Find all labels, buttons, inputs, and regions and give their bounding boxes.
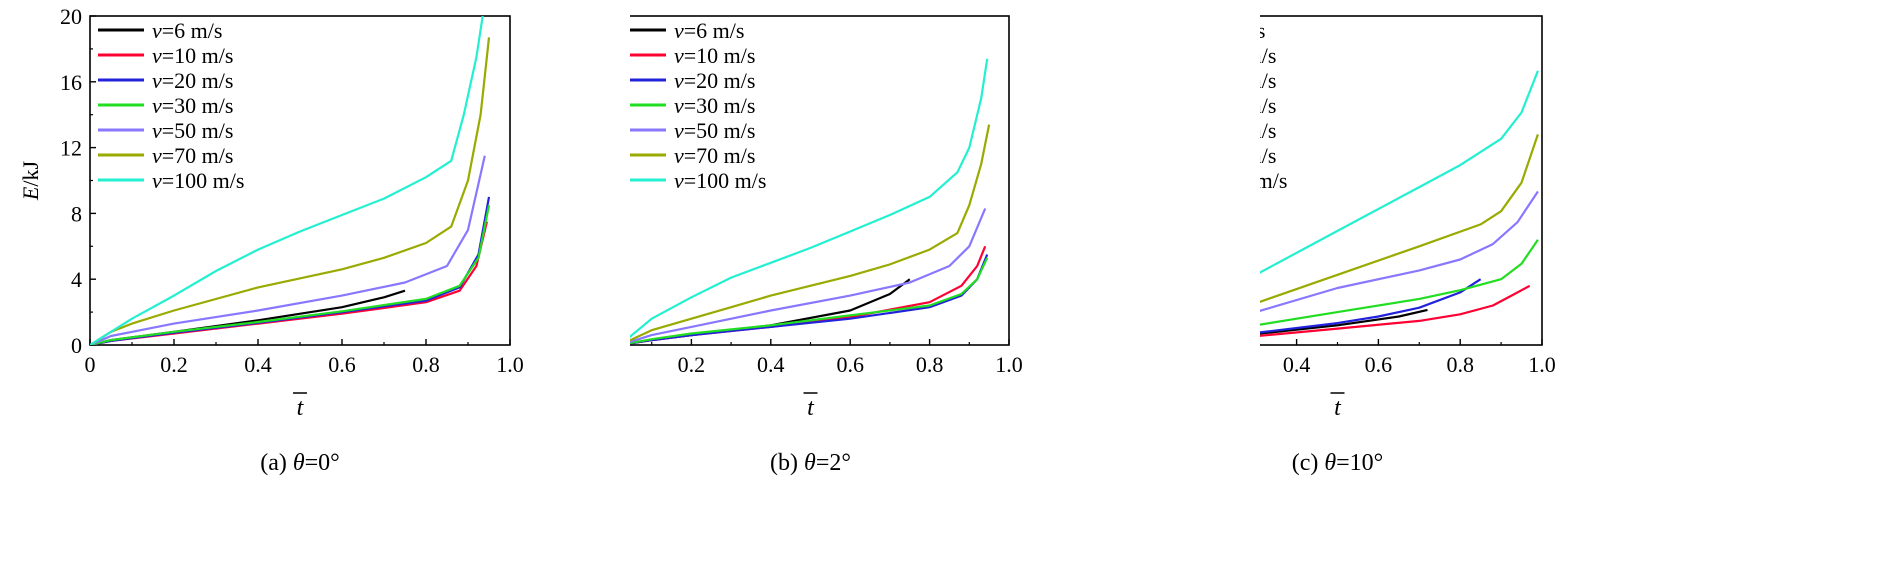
series-line-v50 <box>619 208 987 345</box>
series-group <box>619 58 991 345</box>
series-line-v70 <box>619 124 991 345</box>
legend-label-v50: v=50 m/s <box>152 118 233 143</box>
panel-caption: (a) θ=0° <box>260 450 340 476</box>
legend-label-v10: v=10 m/s <box>1260 43 1276 68</box>
legend-label-v100: v=100 m/s <box>1260 168 1287 193</box>
x-tick-label: 0.6 <box>836 352 864 377</box>
x-tick-label: 0.6 <box>1365 352 1393 377</box>
y-tick-label: 0 <box>71 333 82 358</box>
legend-label-v30: v=30 m/s <box>1260 93 1276 118</box>
legend-label-v10: v=10 m/s <box>674 43 755 68</box>
chart-energy-theta-0: 0 0.2 0.4 0.6 0.8 1.0 0 4 8 12 16 20 E/kJ t (a) θ=0° v=… <box>18 4 524 476</box>
x-axis-label: t <box>297 395 305 421</box>
series-line-v20 <box>1157 278 1482 345</box>
legend-label-v70: v=70 m/s <box>674 143 755 168</box>
series-line-v50 <box>90 155 486 345</box>
x-tick-label: 0.2 <box>160 352 188 377</box>
x-tick-label: 0.8 <box>1446 352 1474 377</box>
series-line-v100 <box>90 16 484 345</box>
legend-label-v6: v=6 m/s <box>674 18 744 43</box>
legend-label-v6: v=6 m/s <box>1260 18 1265 43</box>
x-tick-label: 1.0 <box>995 352 1023 377</box>
series-line-v10 <box>90 221 488 345</box>
legend-label-v100: v=100 m/s <box>152 168 244 193</box>
y-tick-label: 16 <box>60 70 82 95</box>
legend-label-v50: v=50 m/s <box>674 118 755 143</box>
legend-label-v10: v=10 m/s <box>152 43 233 68</box>
y-axis-label: E/kJ <box>18 161 43 202</box>
legend-label-v50: v=50 m/s <box>1260 118 1276 143</box>
x-tick-label: 0.8 <box>412 352 440 377</box>
series-line-v10 <box>619 245 987 345</box>
x-tick-label: 0 <box>85 352 96 377</box>
panel-a: 0 0.2 0.4 0.6 0.8 1.0 0 4 8 12 16 20 E/kJ t (a) θ=0° v=… <box>0 0 630 560</box>
y-tick-label: 12 <box>60 136 82 161</box>
legend-label-v20: v=20 m/s <box>152 68 233 93</box>
x-tick-label: 0.4 <box>1283 352 1311 377</box>
x-tick-label: 0.4 <box>244 352 272 377</box>
panel-caption: (c) θ=10° <box>1292 450 1384 476</box>
y-tick-label: 8 <box>71 201 82 226</box>
legend-label-v30: v=30 m/s <box>152 93 233 118</box>
chart-energy-theta-10: 00.20.40.60.81.003691215E/kJt(c) θ=10°v=… <box>1061 4 1556 476</box>
legend-label-v100: v=100 m/s <box>674 168 766 193</box>
x-tick-label: 0.6 <box>328 352 356 377</box>
legend-label-v70: v=70 m/s <box>152 143 233 168</box>
legend-label-v70: v=70 m/s <box>1260 143 1276 168</box>
series-line-v30 <box>619 257 989 345</box>
legend-label-v30: v=30 m/s <box>674 93 755 118</box>
legend-label-v20: v=20 m/s <box>1260 68 1276 93</box>
series-group <box>90 16 491 345</box>
y-tick-label: 4 <box>71 267 82 292</box>
plot-frame <box>1132 15 1543 346</box>
series-line-v30 <box>90 204 491 345</box>
x-tick-label: 0.4 <box>757 352 785 377</box>
panel-caption: (b) θ=2° <box>770 450 851 476</box>
y-tick-label: 20 <box>60 4 82 29</box>
x-axis-label: t <box>807 395 815 421</box>
series-line-v70 <box>90 37 491 345</box>
legend-label-v6: v=6 m/s <box>152 18 222 43</box>
x-tick-label: 1.0 <box>496 352 524 377</box>
x-tick-label: 1.0 <box>1528 352 1556 377</box>
panel-c: 00.20.40.60.81.003691215E/kJt(c) θ=10°v=… <box>1061 0 1890 560</box>
x-tick-label: 0.8 <box>916 352 944 377</box>
series-line-v100 <box>619 58 989 345</box>
x-tick-label: 0.2 <box>678 352 706 377</box>
series-line-v20 <box>90 196 491 345</box>
series-line-v10 <box>1157 284 1531 345</box>
legend-label-v20: v=20 m/s <box>674 68 755 93</box>
series-group <box>1156 70 1539 345</box>
x-axis-label: t <box>1334 395 1342 421</box>
